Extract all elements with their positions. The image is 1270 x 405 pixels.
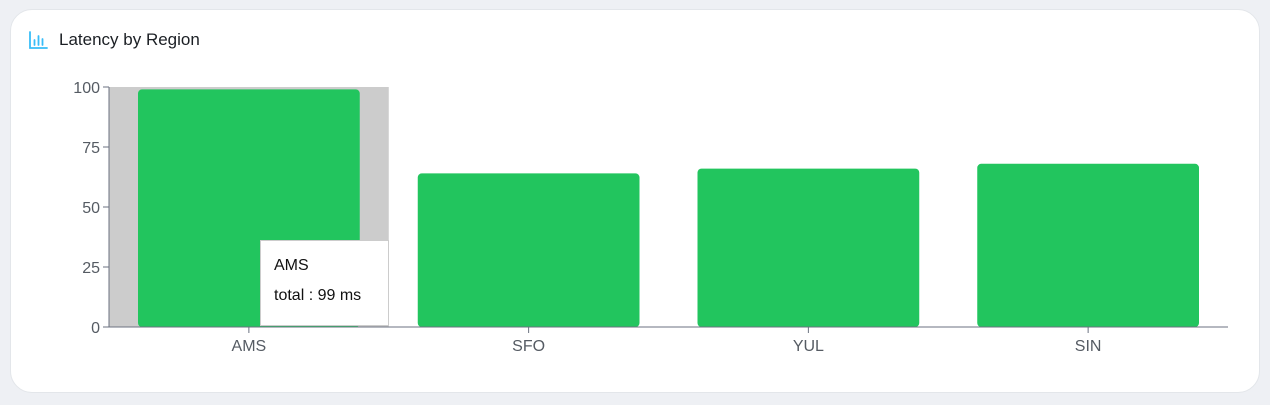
x-tick-label: YUL <box>793 338 824 355</box>
card-header: Latency by Region <box>28 29 200 51</box>
x-tick-label: SFO <box>512 338 545 355</box>
x-tick-label: SIN <box>1075 338 1102 355</box>
tooltip-value: 99 ms <box>317 287 362 304</box>
bar-sfo <box>417 173 640 327</box>
x-tick-label: AMS <box>232 338 267 355</box>
bar-chart-icon <box>28 30 48 50</box>
y-tick-label: 25 <box>82 260 100 277</box>
y-tick-label: 50 <box>82 200 100 217</box>
chart-title: Latency by Region <box>59 30 200 49</box>
tooltip-series-label: total <box>274 287 305 304</box>
y-tick-label: 0 <box>91 320 100 337</box>
tooltip-title: AMS <box>274 257 309 274</box>
y-tick-label: 100 <box>73 80 100 97</box>
bar-sin <box>977 163 1199 327</box>
y-tick-label: 75 <box>82 140 100 157</box>
bar-yul <box>697 168 920 327</box>
tooltip-row: total : 99 ms <box>274 287 388 305</box>
tooltip-separator: : <box>304 287 318 304</box>
chart-tooltip: AMS total : 99 ms <box>260 240 389 326</box>
